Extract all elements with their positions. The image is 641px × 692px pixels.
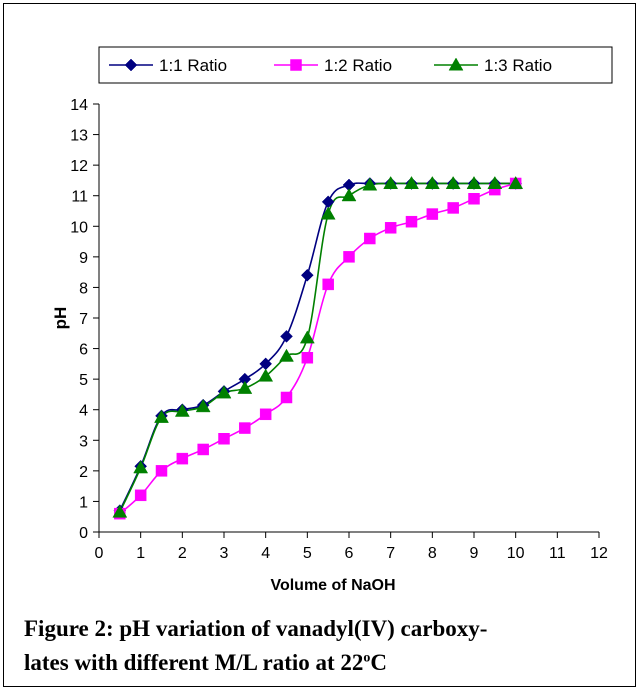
series-2-point: [322, 278, 334, 291]
y-tick-label: 13: [70, 128, 88, 145]
series-3-point: [299, 330, 315, 344]
legend-label: 1:1 Ratio: [159, 56, 227, 75]
series-2-point: [405, 215, 418, 228]
y-tick-label: 9: [79, 250, 88, 267]
figure-caption: Figure 2: pH variation of vanadyl(IV) ca…: [24, 612, 624, 680]
legend-swatch-marker: [290, 59, 302, 71]
series-3-point: [279, 348, 294, 362]
y-tick-label: 0: [79, 525, 88, 542]
legend-swatch-marker: [124, 58, 138, 72]
series-3-point: [195, 399, 211, 413]
series-3-point: [320, 206, 336, 220]
series-2-point: [447, 202, 459, 214]
y-tick-label: 7: [79, 311, 88, 328]
series-2-point: [343, 251, 355, 263]
series-3-point: [341, 188, 357, 202]
series-3-point: [237, 380, 253, 394]
series-2-point: [218, 433, 230, 445]
series-3-point: [258, 368, 274, 382]
series-1-point: [321, 195, 335, 209]
series-2-point: [384, 222, 397, 234]
y-tick-label: 11: [71, 189, 88, 206]
x-axis-title: Volume of NaOH: [270, 577, 395, 594]
x-tick-label: 9: [470, 545, 479, 562]
series-2-point: [426, 208, 439, 220]
series-3-point: [424, 175, 440, 189]
series-3-point: [404, 175, 419, 189]
x-tick-label: 6: [345, 545, 354, 562]
x-tick-label: 11: [549, 545, 566, 562]
series-3-point: [383, 175, 399, 189]
caption-line-2-unit: C: [370, 650, 388, 675]
series-2-point: [239, 422, 251, 434]
series-3-point: [487, 175, 503, 189]
y-tick-label: 5: [79, 372, 88, 389]
y-tick-label: 12: [70, 158, 88, 175]
x-tick-label: 12: [590, 545, 608, 562]
series-1-point: [300, 268, 314, 282]
y-tick-label: 1: [79, 494, 88, 511]
series-3-point: [445, 175, 461, 189]
series-3-point: [466, 175, 482, 189]
series-2-point: [468, 193, 480, 205]
series-3-point: [133, 460, 149, 474]
caption-line-2-text: lates with different M/L ratio at 22: [24, 650, 364, 675]
x-tick-label: 1: [136, 545, 145, 562]
series-2-point: [176, 452, 189, 465]
series-2-point: [134, 489, 147, 502]
x-tick-label: 4: [261, 545, 270, 562]
x-tick-label: 8: [428, 545, 437, 562]
x-tick-label: 2: [178, 545, 187, 562]
legend-label: 1:3 Ratio: [484, 56, 552, 75]
x-tick-label: 10: [507, 545, 525, 562]
degree-superscript: o: [363, 650, 371, 666]
y-tick-label: 14: [70, 97, 88, 114]
y-tick-label: 6: [79, 342, 88, 359]
y-tick-label: 8: [79, 280, 88, 297]
y-tick-label: 3: [79, 433, 88, 450]
series-2-point: [259, 408, 272, 421]
x-tick-label: 7: [386, 545, 395, 562]
x-tick-label: 0: [95, 545, 104, 562]
series-3-point: [174, 403, 190, 417]
series-2-point: [364, 232, 376, 245]
series-3-point: [508, 175, 524, 189]
figure-frame: 0 1 2 3 4 5 6 7 8 9 10 11 12 13 14 0 1 2 3 4 5 6 7 8 9 10 11 12 Volu…: [3, 3, 636, 687]
y-tick-label: 2: [79, 464, 88, 481]
y-axis-title: pH: [51, 307, 70, 330]
series-3-point: [112, 504, 128, 518]
x-tick-label: 3: [220, 545, 229, 562]
caption-line-1: Figure 2: pH variation of vanadyl(IV) ca…: [24, 616, 488, 641]
x-tick-label: 5: [303, 545, 312, 562]
series-2-point: [155, 465, 168, 477]
legend-box: [98, 46, 613, 84]
series-3-point: [362, 177, 378, 191]
series-2-point: [301, 351, 314, 364]
series-2-point: [280, 391, 293, 404]
series-3-point: [154, 409, 169, 423]
y-tick-label: 10: [70, 219, 88, 236]
series-3-point: [216, 385, 232, 399]
y-tick-label: 4: [79, 403, 88, 420]
legend-swatch-marker: [448, 57, 464, 71]
legend-label: 1:2 Ratio: [324, 56, 392, 75]
series-1-point: [280, 329, 293, 343]
series-2-point: [197, 443, 209, 456]
caption-line-2: lates with different M/L ratio at 22oC: [24, 646, 624, 680]
